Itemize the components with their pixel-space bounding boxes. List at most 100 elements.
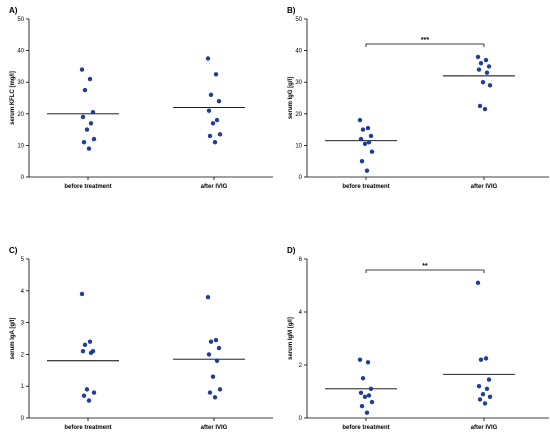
- category-label: before treatment: [342, 184, 389, 190]
- y-tick-label: 0: [299, 175, 303, 181]
- data-point: [80, 349, 86, 354]
- significance-label: **: [422, 263, 428, 270]
- data-point: [478, 357, 484, 362]
- data-point: [82, 87, 88, 93]
- data-point: [358, 390, 364, 396]
- y-tick-label: 20: [295, 112, 302, 118]
- data-point: [478, 61, 484, 66]
- data-point: [87, 339, 93, 344]
- data-point: [364, 168, 370, 173]
- data-point: [90, 110, 96, 115]
- data-point: [216, 98, 222, 104]
- data-point: [477, 397, 483, 402]
- data-point: [368, 386, 374, 392]
- data-point: [366, 393, 372, 398]
- y-tick-label: 0: [299, 416, 303, 422]
- data-point: [82, 342, 88, 348]
- data-point: [476, 384, 482, 389]
- category-label: after IVIG: [201, 425, 228, 431]
- y-tick-label: 0: [21, 416, 25, 422]
- data-point: [477, 103, 483, 109]
- y-axis-title: serum IgM [g/l]: [288, 317, 294, 360]
- data-point: [357, 117, 363, 123]
- significance-label: ***: [421, 37, 429, 44]
- y-tick-label: 2: [299, 363, 303, 369]
- y-tick-label: 6: [299, 257, 303, 263]
- data-point: [214, 358, 220, 363]
- data-point: [79, 291, 85, 297]
- category-label: after IVIG: [201, 184, 228, 190]
- data-point: [475, 54, 481, 60]
- y-tick-label: 30: [17, 80, 24, 86]
- category-label: before treatment: [342, 425, 389, 431]
- data-point: [79, 67, 85, 72]
- data-point: [362, 394, 368, 399]
- y-tick-label: 5: [21, 257, 25, 263]
- data-point: [213, 337, 219, 343]
- data-point: [358, 136, 364, 142]
- data-point: [365, 125, 371, 131]
- category-label: before treatment: [64, 425, 111, 431]
- data-point: [205, 56, 211, 61]
- data-point: [476, 67, 482, 72]
- data-point: [486, 377, 492, 382]
- data-point: [205, 294, 211, 300]
- data-point: [87, 76, 93, 82]
- data-point: [212, 140, 218, 145]
- data-point: [483, 356, 489, 361]
- panel-label: D): [287, 246, 296, 255]
- data-point: [480, 391, 486, 397]
- category-label: before treatment: [64, 184, 111, 190]
- data-point: [360, 127, 366, 132]
- data-point: [207, 133, 213, 139]
- chart-panel-2: C) 0 1 2 3 4 5 serum IgA [g/l] before treatment a…: [9, 246, 273, 431]
- data-point: [366, 140, 372, 145]
- data-point: [88, 121, 94, 126]
- data-point: [368, 133, 374, 139]
- data-point: [217, 387, 223, 392]
- data-point: [357, 357, 363, 362]
- data-point: [208, 339, 214, 344]
- panel-label: A): [9, 6, 18, 15]
- data-point: [86, 146, 92, 151]
- data-point: [486, 64, 492, 69]
- data-point: [482, 401, 488, 406]
- data-point: [208, 92, 214, 98]
- data-point: [212, 395, 218, 400]
- y-tick-label: 10: [295, 143, 302, 149]
- y-tick-label: 40: [17, 49, 24, 55]
- y-axis-title: serum KFLC [mg/l]: [10, 71, 16, 125]
- data-point: [86, 398, 92, 403]
- category-label: after IVIG: [471, 184, 498, 190]
- data-point: [81, 393, 87, 398]
- y-tick-label: 4: [21, 289, 25, 295]
- chart-panel-3: D) 0 2 4 6 serum IgM [g/l] before treatment aft…: [287, 246, 549, 431]
- y-tick-label: 10: [17, 143, 24, 149]
- data-point: [213, 72, 219, 77]
- data-point: [484, 386, 490, 392]
- category-label: after IVIG: [471, 425, 498, 431]
- data-point: [482, 106, 488, 112]
- y-tick-label: 20: [17, 112, 24, 118]
- data-point: [207, 390, 213, 395]
- data-point: [360, 376, 366, 381]
- chart-panel-0: A) 0 10 20 30 40 50 serum KFLC [mg/l] before tre…: [9, 6, 273, 190]
- y-axis-title: serum IgG [g/l]: [288, 77, 294, 119]
- data-point: [84, 387, 90, 392]
- data-point: [362, 141, 368, 147]
- y-tick-label: 4: [299, 310, 303, 316]
- y-tick-label: 30: [295, 80, 302, 86]
- data-point: [487, 394, 493, 399]
- data-point: [483, 57, 489, 63]
- panel-label: B): [287, 6, 296, 15]
- data-point: [216, 345, 222, 351]
- y-tick-label: 50: [295, 17, 302, 23]
- panel-label: C): [9, 246, 18, 255]
- data-point: [214, 117, 220, 123]
- data-point: [480, 80, 486, 85]
- chart-panel-1: B) 0 10 20 30 40 50 serum IgG [g/l] before treat…: [287, 6, 549, 190]
- data-point: [217, 132, 223, 137]
- y-tick-label: 40: [295, 49, 302, 55]
- data-point: [359, 403, 365, 409]
